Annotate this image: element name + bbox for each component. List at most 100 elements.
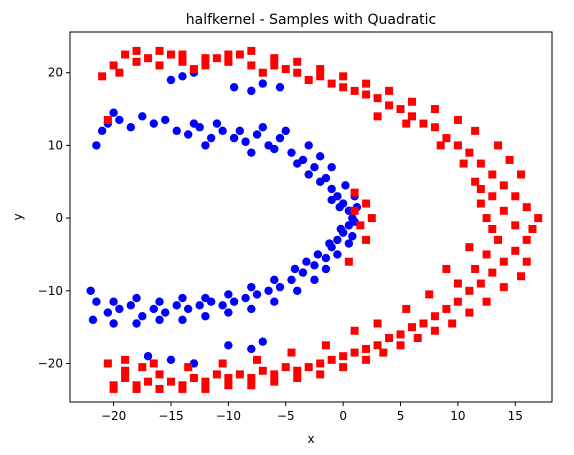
- series-0-point-58: [229, 83, 239, 92]
- series-0-point-106: [293, 286, 302, 295]
- series-0-point-14: [252, 130, 262, 139]
- series-1-point-56: [339, 352, 348, 361]
- series-1-point-129: [316, 370, 325, 379]
- x-tick-label-1: −15: [158, 409, 183, 423]
- y-tick-label-0: −20: [38, 356, 63, 370]
- series-0-point-71: [293, 159, 302, 168]
- series-0-point-41: [195, 301, 204, 310]
- series-1-point-98: [505, 155, 514, 164]
- series-1-point-28: [419, 119, 428, 128]
- series-1-point-25: [385, 101, 394, 110]
- series-0-point-61: [275, 83, 285, 92]
- y-axis: −20 −10 0 10 20: [38, 66, 70, 370]
- series-0-point-70: [270, 144, 279, 154]
- series-1-point-85: [344, 257, 353, 266]
- series-0-point-110: [201, 312, 210, 321]
- series-1-point-119: [499, 283, 508, 292]
- series-0-point-43: [172, 301, 181, 310]
- series-1-point-73: [144, 377, 153, 386]
- series-1-point-148: [425, 290, 434, 299]
- series-0-point-104: [321, 264, 331, 274]
- series-1-point-37: [522, 203, 531, 212]
- y-axis-label: y: [11, 213, 25, 220]
- series-1-point-45: [465, 286, 474, 295]
- series-1-point-68: [201, 377, 210, 386]
- series-0-point-87: [132, 293, 141, 303]
- series-0-point-56: [178, 72, 187, 81]
- series-0-point-91: [235, 126, 245, 136]
- series-0-point-76: [336, 224, 346, 234]
- series-1-point-145: [488, 224, 497, 233]
- series-1-point-105: [362, 79, 371, 88]
- series-0-point-113: [132, 319, 141, 328]
- series-1-point-21: [339, 83, 348, 92]
- series-1-point-81: [350, 206, 359, 215]
- series-1-point-13: [247, 61, 256, 70]
- series-1-point-63: [258, 366, 267, 375]
- series-0-point-107: [270, 297, 279, 306]
- series-1-point-144: [482, 214, 491, 223]
- series-0-point-35: [264, 286, 273, 295]
- series-1-point-157: [149, 359, 158, 368]
- series-0-point-7: [172, 126, 181, 136]
- series-1-point-155: [218, 359, 227, 368]
- series-1-point-139: [373, 112, 382, 121]
- series-1-point-59: [304, 363, 313, 372]
- series-1-point-19: [316, 72, 325, 81]
- series-1-point-95: [453, 279, 462, 288]
- series-1-point-40: [522, 235, 531, 244]
- series-1-point-142: [459, 159, 468, 168]
- series-1-point-84: [362, 235, 371, 244]
- series-1-point-60: [293, 366, 302, 375]
- series-0-point-36: [252, 290, 262, 299]
- series-0-point-49: [103, 308, 113, 317]
- x-tick-label-5: 5: [397, 409, 405, 423]
- y-tick-label-3: 10: [48, 138, 63, 152]
- series-1-point-10: [212, 54, 221, 63]
- series-0-point-59: [247, 86, 256, 96]
- series-1-point-46: [453, 297, 462, 306]
- series-0-point-51: [86, 286, 95, 295]
- series-1-point-20: [327, 79, 336, 88]
- series-1-point-0: [98, 72, 107, 81]
- series-1-point-43: [488, 268, 497, 277]
- series-0-point-81: [270, 275, 279, 285]
- series-1-point-6: [166, 50, 175, 59]
- plot-frame: [69, 31, 553, 403]
- series-1-point-75: [121, 374, 130, 383]
- series-1-point-82: [362, 199, 371, 208]
- series-0-point-28: [333, 235, 342, 245]
- series-0-point-10: [206, 133, 216, 143]
- series-1-point-131: [270, 377, 279, 386]
- series-1-point-77: [103, 359, 112, 368]
- series-0-point-8: [184, 130, 193, 139]
- series-1-point-32: [465, 148, 474, 157]
- series-1-point-140: [402, 119, 411, 128]
- series-0-point-77: [325, 239, 334, 248]
- series-1-point-67: [212, 370, 221, 379]
- series-1-point-22: [350, 86, 359, 95]
- series-0-point-83: [224, 290, 233, 299]
- series-1-point-158: [121, 355, 130, 364]
- series-1-point-49: [419, 319, 428, 328]
- series-1-point-156: [184, 363, 193, 372]
- series-1-point-130: [293, 374, 302, 383]
- series-0-point-94: [304, 141, 313, 150]
- series-0-point-86: [155, 297, 164, 306]
- series-0-point-0: [97, 126, 107, 136]
- series-1-point-120: [482, 297, 491, 306]
- series-0-point-103: [333, 250, 342, 259]
- x-axis-label: x: [307, 432, 314, 446]
- y-tick-label-2: 0: [55, 211, 63, 225]
- series-1-point-5: [155, 61, 164, 70]
- series-0-point-2: [115, 115, 124, 125]
- series-1-point-26: [396, 105, 405, 114]
- x-tick-label-2: −10: [216, 409, 241, 423]
- series-0-point-19: [310, 163, 319, 172]
- series-1-point-48: [430, 312, 439, 321]
- series-1-point-146: [465, 243, 474, 252]
- series-1-point-154: [253, 355, 262, 364]
- series-1-point-96: [476, 199, 485, 208]
